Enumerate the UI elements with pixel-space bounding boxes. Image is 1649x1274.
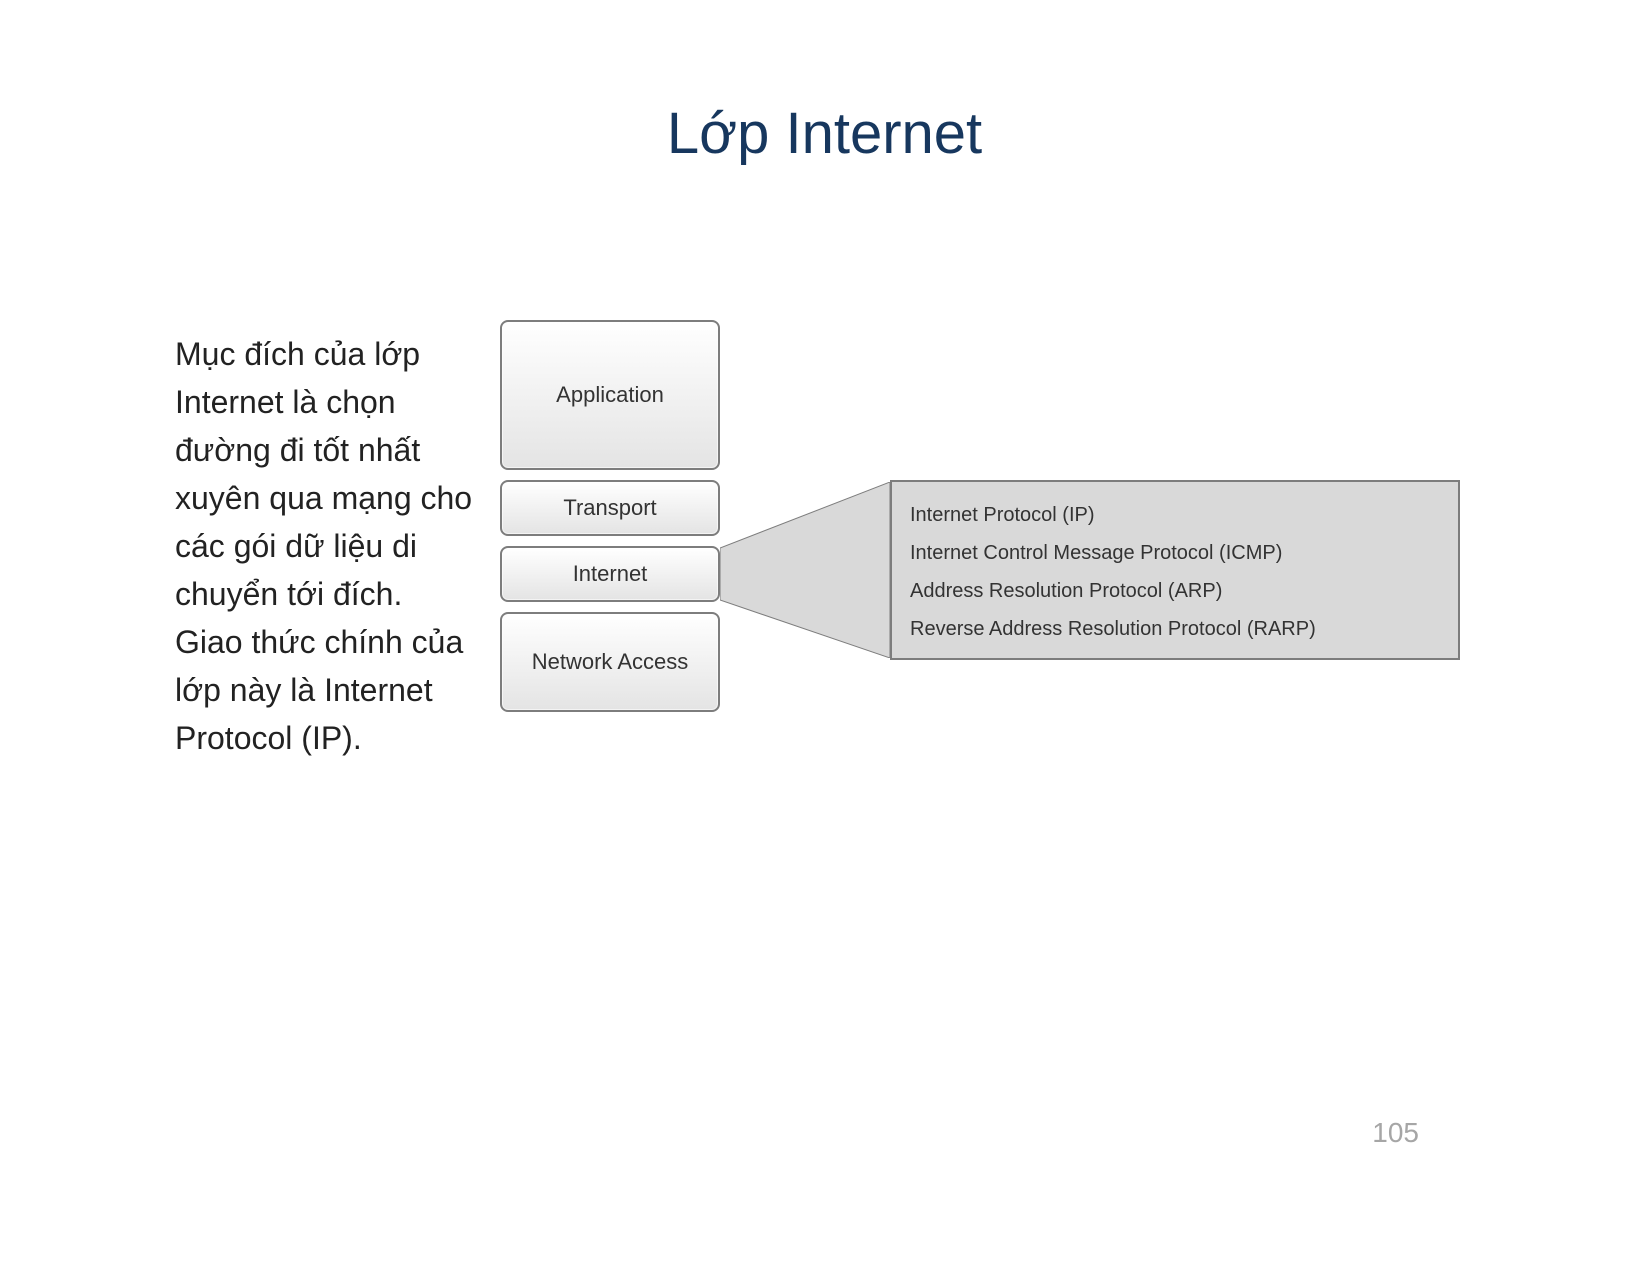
protocol-item: Address Resolution Protocol (ARP): [910, 572, 1440, 610]
protocol-item: Internet Control Message Protocol (ICMP): [910, 534, 1440, 572]
layer-application: Application: [500, 320, 720, 470]
protocol-item: Internet Protocol (IP): [910, 496, 1440, 534]
layer-label: Application: [556, 382, 664, 408]
layer-network-access: Network Access: [500, 612, 720, 712]
protocol-panel: Internet Protocol (IP) Internet Control …: [890, 480, 1460, 660]
protocol-item: Reverse Address Resolution Protocol (RAR…: [910, 610, 1440, 648]
slide-title: Lớp Internet: [0, 100, 1649, 167]
page-number: 105: [1372, 1117, 1419, 1149]
callout-connector: [720, 482, 890, 658]
layer-transport: Transport: [500, 480, 720, 536]
layer-internet: Internet: [500, 546, 720, 602]
layer-label: Network Access: [532, 649, 689, 675]
tcpip-diagram: Application Transport Internet Network A…: [500, 320, 1500, 770]
slide-body: Mục đích của lớp Internet là chọn đường …: [175, 330, 475, 762]
layer-label: Internet: [573, 561, 648, 587]
layer-label: Transport: [563, 495, 656, 521]
